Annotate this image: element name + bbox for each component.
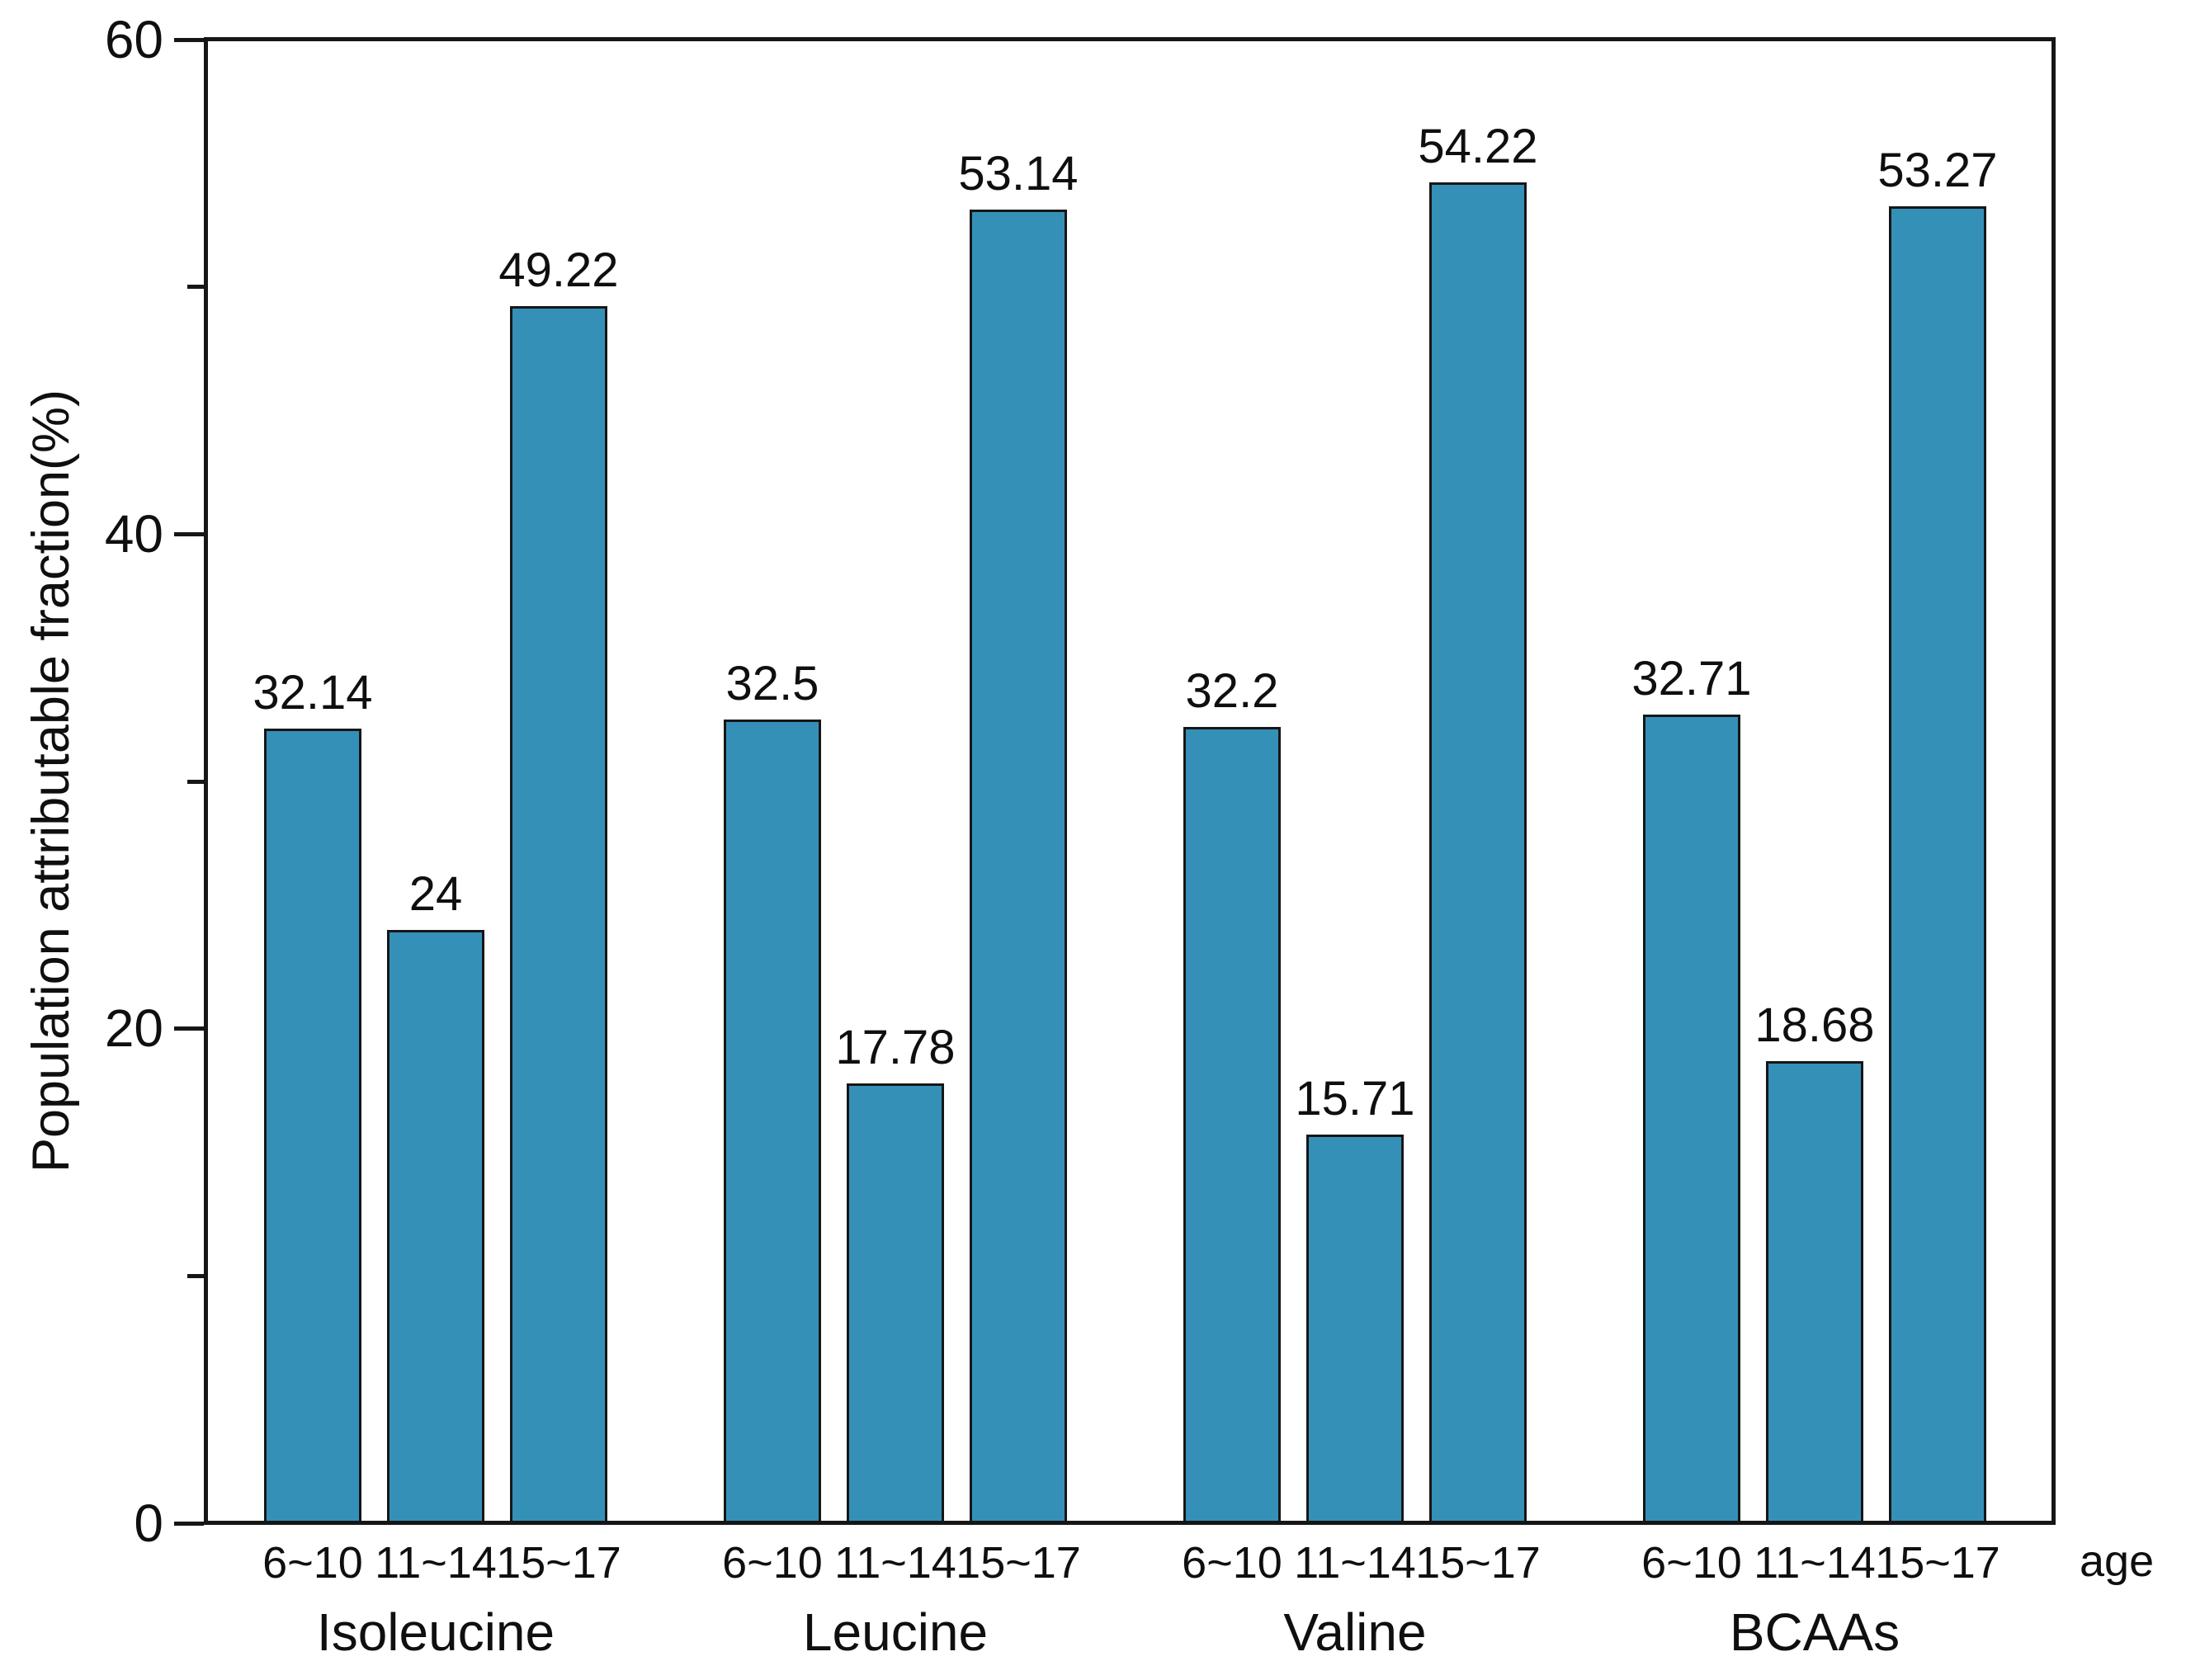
bar-value-label: 24	[408, 867, 463, 921]
bar-bcaas-15-17	[1889, 206, 1986, 1523]
bar-leucine-11-14	[847, 1083, 944, 1523]
bar-value-label: 15.71	[1295, 1072, 1415, 1126]
y-axis-title-wrap: Population attributable fraction(%)	[12, 37, 91, 1525]
y-tick-label: 20	[104, 998, 163, 1058]
x-tick-label: 11~14	[1294, 1538, 1416, 1588]
bar-bcaas-6-10	[1643, 715, 1740, 1523]
y-major-tick	[174, 38, 204, 42]
bar-isoleucine-6-10	[264, 729, 361, 1523]
bar-value-label: 54.22	[1418, 120, 1538, 173]
bar-valine-6-10	[1183, 727, 1281, 1523]
y-major-tick	[174, 1026, 204, 1031]
y-minor-tick	[187, 780, 204, 784]
x-tick-label: 15~17	[496, 1538, 621, 1588]
bar-value-label: 32.71	[1631, 652, 1752, 706]
x-tick-label: 6~10	[722, 1538, 823, 1588]
bar-value-label: 17.78	[835, 1021, 956, 1074]
bar-value-label: 18.68	[1754, 998, 1875, 1052]
bar-isoleucine-15-17	[510, 306, 607, 1523]
x-tick-label: 15~17	[956, 1538, 1081, 1588]
bar-value-label: 53.27	[1877, 144, 1998, 197]
bar-value-label: 32.14	[253, 666, 373, 720]
bar-valine-15-17	[1429, 182, 1527, 1523]
x-tick-label: 11~14	[834, 1538, 956, 1588]
bar-value-label: 49.22	[498, 243, 619, 297]
x-tick-label: 6~10	[262, 1538, 363, 1588]
y-tick-label: 0	[134, 1494, 163, 1553]
bar-value-label: 32.2	[1185, 664, 1279, 718]
bar-isoleucine-11-14	[387, 930, 484, 1523]
x-tick-label: 15~17	[1875, 1538, 2000, 1588]
group-label-bcaas: BCAAs	[1729, 1602, 1900, 1662]
x-tick-label: 6~10	[1182, 1538, 1282, 1588]
group-label-leucine: Leucine	[802, 1602, 989, 1662]
y-major-tick	[174, 1522, 204, 1526]
x-tick-label: 11~14	[375, 1538, 497, 1588]
bar-leucine-6-10	[724, 720, 821, 1523]
x-axis-title: age	[2080, 1536, 2155, 1586]
x-tick-label: 11~14	[1754, 1538, 1876, 1588]
plot-frame	[204, 37, 2056, 1525]
bar-valine-11-14	[1306, 1135, 1404, 1523]
y-major-tick	[174, 532, 204, 536]
y-tick-label: 40	[104, 504, 163, 564]
x-tick-label: 6~10	[1641, 1538, 1742, 1588]
y-minor-tick	[187, 285, 204, 289]
bar-leucine-15-17	[970, 210, 1067, 1523]
x-tick-label: 15~17	[1415, 1538, 1541, 1588]
group-label-isoleucine: Isoleucine	[316, 1602, 555, 1662]
y-tick-label: 60	[104, 10, 163, 69]
bar-value-label: 32.5	[725, 657, 819, 710]
bar-bcaas-11-14	[1766, 1061, 1863, 1523]
y-minor-tick	[187, 1274, 204, 1278]
bar-value-label: 53.14	[958, 147, 1079, 201]
group-label-valine: Valine	[1283, 1602, 1427, 1662]
